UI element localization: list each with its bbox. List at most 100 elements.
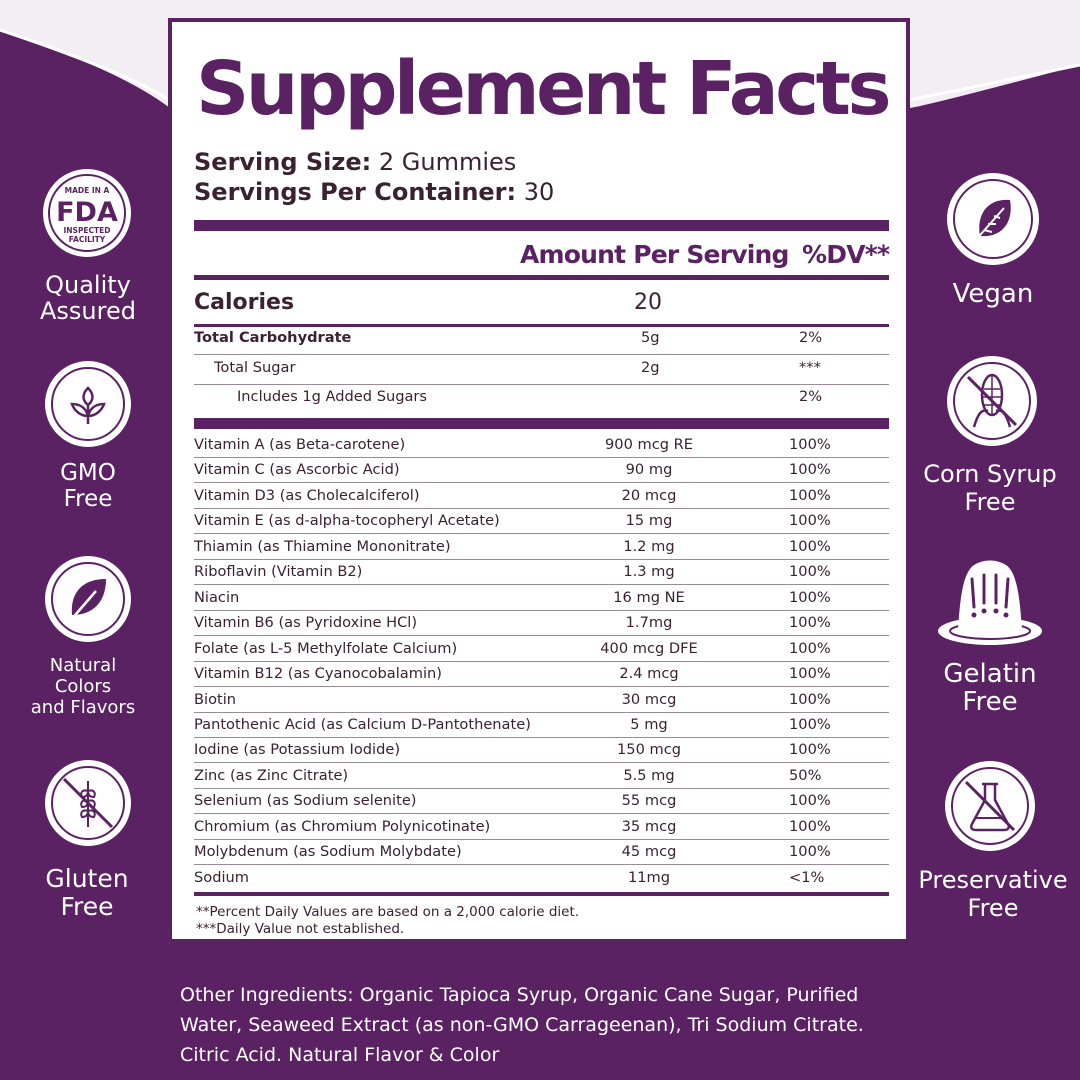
other-ingredients-line2: Water, Seaweed Extract (as non-GMO Carra… xyxy=(180,1014,864,1036)
nutrient-dv: 100% xyxy=(789,461,831,479)
supplement-facts-panel: Supplement Facts Serving Size: 2 Gummies… xyxy=(168,18,910,943)
row-divider xyxy=(194,864,889,866)
nutrient-amount: 400 mcg DFE xyxy=(600,639,698,657)
nutrient-dv: 100% xyxy=(789,614,831,632)
serving-size-value: 2 Gummies xyxy=(378,148,517,176)
servings-value: 30 xyxy=(523,178,555,206)
nutrient-dv: 100% xyxy=(789,486,831,504)
nutrient-amount: 1.7mg xyxy=(625,614,673,632)
nutrient-dv: 100% xyxy=(789,843,831,861)
row-divider xyxy=(194,711,889,713)
nutrient-dv: 100% xyxy=(789,817,831,835)
badge-label-line1: Gelatin xyxy=(943,659,1037,689)
panel-title: Supplement Facts xyxy=(196,46,892,132)
badge-label: Natural Colors and Flavors xyxy=(0,655,183,718)
nutrient-amount: 15 mg xyxy=(625,512,673,530)
nutrient-amount: 20 mcg xyxy=(621,486,677,504)
other-ingredients-line1: Other Ingredients: Organic Tapioca Syrup… xyxy=(180,984,859,1006)
servings-label: Servings Per Container: xyxy=(194,178,517,206)
nutrient-amount: 45 mcg xyxy=(621,843,677,861)
nutrient-amount: 1.3 mg xyxy=(623,563,675,581)
nutrient-name: Vitamin E (as d-alpha-tocopheryl Acetate… xyxy=(194,512,500,530)
nutrient-amount: 11mg xyxy=(627,868,671,886)
nutrient-amount: 30 mcg xyxy=(621,690,677,708)
nutrient-dv: 100% xyxy=(789,588,831,606)
nutrient-amount: 90 mg xyxy=(625,461,673,479)
badge-label: Quality Assured xyxy=(0,272,188,324)
badge-label-line1: Gluten xyxy=(45,864,129,893)
nutrient-amount: 2.4 mcg xyxy=(619,665,679,683)
other-ingredients: Other Ingredients: Organic Tapioca Syrup… xyxy=(180,980,940,1070)
carb-row-dv: 2% xyxy=(799,388,823,405)
nutrient-name: Vitamin B12 (as Cyanocobalamin) xyxy=(194,665,442,683)
row-divider xyxy=(194,838,889,840)
sprout-icon xyxy=(45,361,131,447)
nutrient-amount: 5 mg xyxy=(630,715,668,733)
nutrient-name: Niacin xyxy=(194,588,240,606)
carb-row-name: Total Carbohydrate xyxy=(194,329,352,346)
no-corn-icon xyxy=(947,356,1037,446)
leaf-icon xyxy=(45,556,131,642)
badge-label-line1: Natural xyxy=(49,655,117,676)
thick-divider-2 xyxy=(194,418,889,429)
row-divider xyxy=(194,686,889,688)
row-divider xyxy=(194,533,889,535)
row-divider xyxy=(194,787,889,789)
badge-label: Corn Syrup Free xyxy=(890,460,1080,516)
badge-label-line2: Colors xyxy=(54,676,112,697)
serving-size-label: Serving Size: xyxy=(194,148,372,176)
badge-label-line2: Free xyxy=(63,486,113,512)
carb-row-name: Includes 1g Added Sugars xyxy=(237,388,428,405)
nutrient-dv: 100% xyxy=(789,436,831,453)
nutrient-name: Sodium xyxy=(194,868,249,886)
fda-icon: MADE IN A FDA INSPECTED FACILITY xyxy=(43,169,131,257)
row-divider xyxy=(194,457,889,458)
other-ingredients-line3: Citric Acid. Natural Flavor & Color xyxy=(180,1044,500,1066)
calories-divider xyxy=(194,324,889,327)
no-wheat-icon xyxy=(45,760,131,846)
badge-label: Preservative Free xyxy=(893,866,1080,922)
nutrient-name: Vitamin D3 (as Cholecalciferol) xyxy=(194,486,420,504)
badge-label-line1: Quality xyxy=(45,271,131,299)
nutrient-name: Iodine (as Potassium Iodide) xyxy=(194,741,401,759)
carb-row-amount: 2g xyxy=(641,359,660,376)
row-divider xyxy=(194,660,889,662)
serving-size: Serving Size: 2 Gummies xyxy=(194,150,516,174)
row-divider xyxy=(194,736,889,738)
nutrient-dv: 100% xyxy=(789,715,831,733)
vegan-leaf-icon xyxy=(947,173,1039,265)
nutrient-dv: 100% xyxy=(789,741,831,759)
badge-label-line1: Preservative xyxy=(918,866,1068,894)
nutrient-amount: 35 mcg xyxy=(621,817,677,835)
badge-label-line1: GMO xyxy=(60,460,116,486)
nutrient-dv: <1% xyxy=(789,868,825,886)
row-divider xyxy=(194,507,889,509)
calories-value: 20 xyxy=(634,290,662,315)
badge-label-line2: Free xyxy=(60,892,114,921)
nutrient-name: Zinc (as Zinc Citrate) xyxy=(194,766,349,784)
gelatin-icon xyxy=(938,560,1042,645)
nutrient-name: Biotin xyxy=(194,690,237,708)
no-flask-icon xyxy=(945,761,1035,851)
nutrient-amount: 900 mcg RE xyxy=(605,436,693,453)
nutrient-amount: 55 mcg xyxy=(621,792,677,810)
footnote-not-established: ***Daily Value not established. xyxy=(196,921,405,937)
nutrient-name: Selenium (as Sodium selenite) xyxy=(194,792,417,810)
row-divider xyxy=(194,813,889,815)
badge-label-line1: Corn Syrup xyxy=(923,460,1057,488)
nutrient-name: Chromium (as Chromium Polynicotinate) xyxy=(194,817,491,835)
carb-row-amount: 5g xyxy=(641,329,660,346)
nutrient-dv: 50% xyxy=(789,766,822,784)
column-header-dv: %DV** xyxy=(802,240,890,269)
badge-label-line3: and Flavors xyxy=(30,697,136,718)
badge-label: Gelatin Free xyxy=(890,660,1080,716)
badge-label-line2: Free xyxy=(964,488,1016,516)
row-divider xyxy=(194,635,889,637)
nutrient-amount: 5.5 mg xyxy=(623,766,675,784)
nutrient-amount: 16 mg NE xyxy=(613,588,685,606)
row-divider xyxy=(194,384,889,385)
row-divider xyxy=(194,558,889,560)
nutrient-dv: 100% xyxy=(789,512,831,530)
nutrient-name: Riboflavin (Vitamin B2) xyxy=(194,563,363,581)
badge-label-line2: Free xyxy=(967,894,1019,922)
